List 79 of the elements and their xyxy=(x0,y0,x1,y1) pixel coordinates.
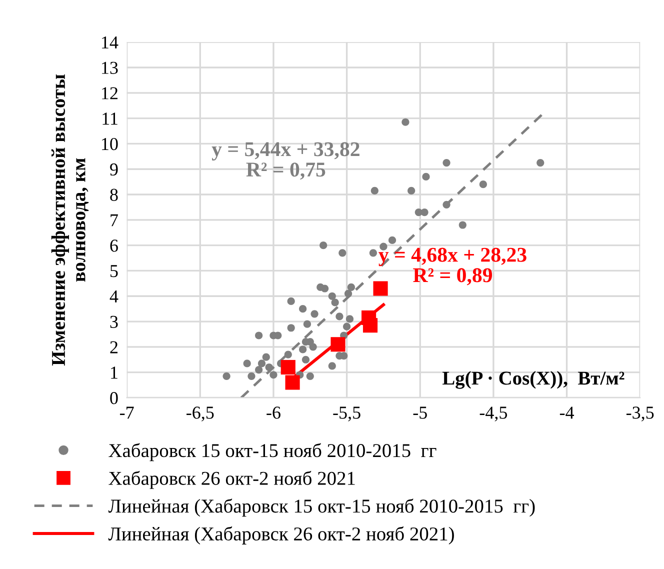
point xyxy=(536,158,544,167)
point xyxy=(299,346,307,354)
point xyxy=(422,172,430,181)
point xyxy=(320,242,328,250)
point xyxy=(420,208,428,216)
legend-label: Хабаровск 15 окт-15 нояб 2010-2015 гг xyxy=(108,443,436,462)
legend-label: Линейная (Хабаровск 15 окт-15 нояб 2010-2015 гг) xyxy=(108,498,535,517)
y-tick-label: 5 xyxy=(110,265,118,278)
y-tick-label: 3 xyxy=(110,316,118,328)
legend-label: Хабаровск 26 окт-2 нояб 2021 xyxy=(108,470,355,489)
y-tick-label: 8 xyxy=(110,188,118,201)
point xyxy=(280,360,296,375)
point xyxy=(299,305,307,313)
point xyxy=(262,353,270,361)
point xyxy=(328,292,336,300)
y-tick-label: 13 xyxy=(102,62,118,74)
y-tick-label: 10 xyxy=(102,138,118,150)
x-tick-label: -4 xyxy=(560,406,574,419)
point xyxy=(442,200,450,208)
x-tick-label: -3,5 xyxy=(626,406,654,422)
point xyxy=(408,186,416,195)
point xyxy=(222,372,230,380)
point xyxy=(258,360,266,368)
x-tick-label: -6 xyxy=(266,406,280,419)
point xyxy=(402,118,410,126)
x-tick-label: -5,5 xyxy=(333,406,360,422)
point xyxy=(302,356,310,364)
y-tick-label: 7 xyxy=(110,214,118,226)
y-tick-label: 4 xyxy=(110,290,118,302)
point xyxy=(479,180,487,188)
point xyxy=(369,249,377,257)
point xyxy=(336,312,344,320)
y-tick-label: 2 xyxy=(110,341,118,354)
x-axis-title: Lg(P · Cos(X)), Вт/м² xyxy=(442,371,624,389)
point xyxy=(338,249,346,257)
annotation: y = 5,44x + 33,82 R² = 0,75 xyxy=(212,142,360,180)
point xyxy=(303,320,312,328)
point xyxy=(330,337,346,352)
point xyxy=(255,366,263,374)
point xyxy=(344,290,352,298)
x-tick-label: -4,5 xyxy=(480,406,508,422)
x-tick-label: -6,5 xyxy=(186,406,214,422)
y-tick-label: 12 xyxy=(102,87,118,100)
point xyxy=(370,186,378,195)
point xyxy=(316,283,324,292)
point xyxy=(328,362,336,370)
point xyxy=(248,372,256,380)
point xyxy=(388,236,396,244)
x-tick-label: -5 xyxy=(413,406,427,419)
point xyxy=(306,372,314,380)
point xyxy=(285,375,300,390)
point xyxy=(310,310,318,318)
point xyxy=(442,158,450,167)
point xyxy=(243,360,251,368)
x-tick-label: -7 xyxy=(120,406,134,419)
y-tick-label: 11 xyxy=(102,112,118,125)
point xyxy=(346,315,354,323)
point xyxy=(342,322,351,330)
point xyxy=(309,343,317,351)
point xyxy=(347,283,355,292)
y-tick-label: 6 xyxy=(110,240,118,252)
point xyxy=(331,298,339,306)
legend-label: Линейная (Хабаровск 26 окт-2 нояб 2021) xyxy=(108,526,454,544)
point xyxy=(284,350,292,358)
point xyxy=(458,221,466,229)
y-tick-label: 1 xyxy=(111,366,118,379)
point xyxy=(287,324,295,332)
point xyxy=(380,242,388,250)
point xyxy=(287,297,295,306)
y-axis-title: Изменение эффективной высоты волновода, км xyxy=(51,74,89,366)
y-tick-label: 9 xyxy=(110,163,118,176)
annotation: y = 4,68x + 28,23 R² = 0,89 xyxy=(378,248,526,286)
point xyxy=(362,318,378,333)
y-tick-label: 14 xyxy=(102,36,118,48)
point xyxy=(270,371,278,379)
point xyxy=(373,281,388,296)
point xyxy=(255,332,263,340)
point xyxy=(265,363,273,372)
y-tick-label: 0 xyxy=(110,392,118,404)
